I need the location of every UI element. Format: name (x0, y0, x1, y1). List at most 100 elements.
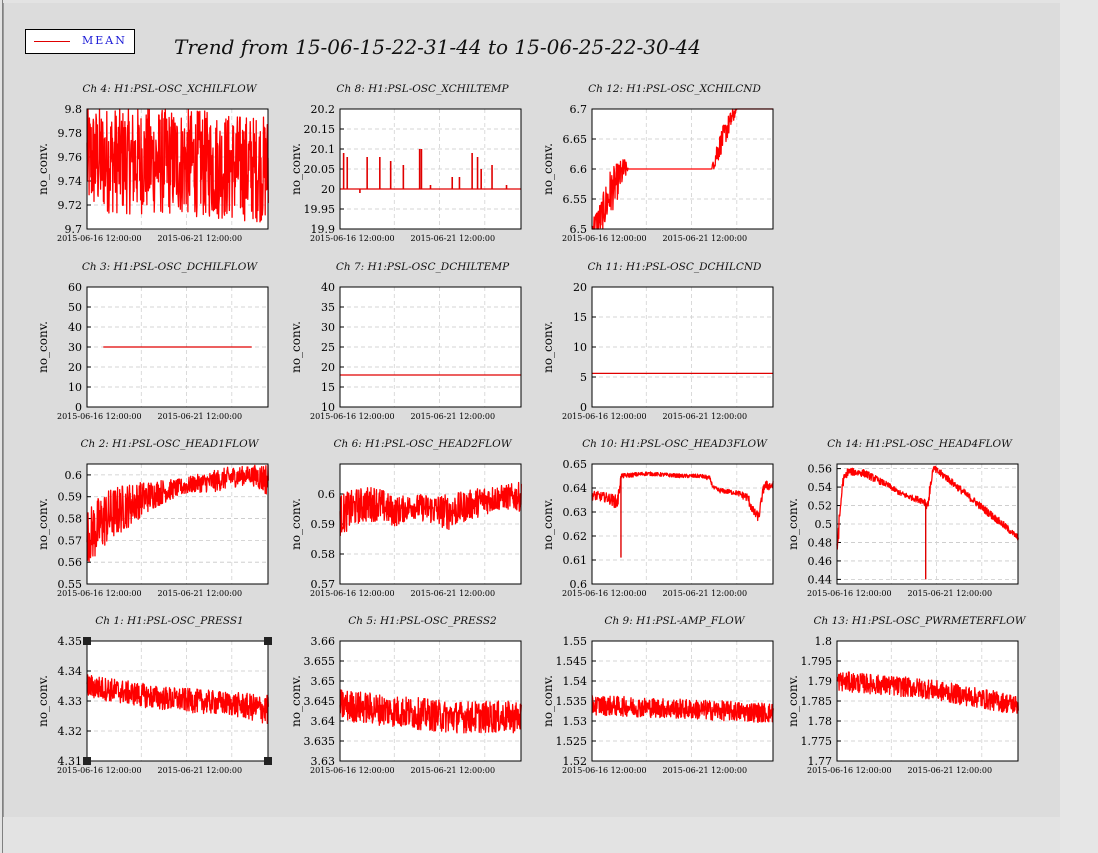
selection-handle[interactable] (83, 757, 91, 765)
x-tick-label: 2015-06-21 12:00:00 (158, 766, 243, 775)
series-line (339, 481, 522, 537)
x-tick-label: 2015-06-16 12:00:00 (807, 766, 892, 775)
y-tick-label: 1.77 (808, 755, 833, 768)
chart-panel-11: Ch 1: H1:PSL-OSC_PRESS1 4.31 4.32 4.33 4.34 4… (36, 615, 269, 775)
y-tick-label: 4.34 (58, 665, 83, 678)
y-tick-label: 20.2 (311, 103, 336, 116)
y-axis-label: no_conv. (289, 675, 303, 727)
scrollbar-track[interactable] (1060, 0, 1098, 853)
x-tick-label: 2015-06-16 12:00:00 (57, 234, 142, 243)
x-tick-label: 2015-06-21 12:00:00 (411, 234, 496, 243)
selection-handle[interactable] (83, 637, 91, 645)
x-tick-label: 2015-06-21 12:00:00 (411, 766, 496, 775)
y-tick-label: 10 (321, 401, 335, 414)
x-tick-label: 2015-06-16 12:00:00 (562, 589, 647, 598)
y-axis-label: no_conv. (289, 498, 303, 550)
chart-title: Ch 5: H1:PSL-OSC_PRESS2 (348, 615, 497, 627)
y-tick-label: 20 (573, 281, 587, 294)
y-tick-label: 20.1 (311, 143, 336, 156)
x-tick-label: 2015-06-16 12:00:00 (57, 766, 142, 775)
chart-panel-9: Ch 10: H1:PSL-OSC_HEAD3FLOW 0.6 0.61 0.62 0.… (541, 438, 774, 598)
y-tick-label: 1.54 (563, 675, 588, 688)
series-line (836, 671, 1019, 714)
y-tick-label: 1.525 (556, 735, 588, 748)
y-tick-label: 0.64 (563, 482, 588, 495)
y-axis-label: no_conv. (36, 675, 50, 727)
y-tick-label: 1.775 (801, 735, 833, 748)
y-tick-label: 1.785 (801, 695, 833, 708)
y-tick-label: 20 (321, 183, 335, 196)
plot-area (340, 287, 521, 407)
series-line (339, 689, 522, 734)
chart-panel-8: Ch 6: H1:PSL-OSC_HEAD2FLOW 0.57 0.58 0.59 0.… (289, 438, 522, 598)
x-tick-label: 2015-06-16 12:00:00 (562, 766, 647, 775)
plot-area (592, 464, 773, 584)
y-tick-label: 35 (321, 301, 335, 314)
y-tick-label: 6.55 (563, 193, 588, 206)
y-tick-label: 15 (573, 311, 587, 324)
y-tick-label: 9.72 (58, 199, 83, 212)
y-axis-label: no_conv. (36, 321, 50, 373)
y-tick-label: 20.15 (304, 123, 336, 136)
legend: MEAN (25, 29, 135, 54)
chart-panel-4: Ch 3: H1:PSL-OSC_DCHILFLOW 0 10 20 30 40 50 60 2… (36, 261, 269, 421)
plot-frame (339, 108, 522, 230)
y-tick-label: 0 (580, 401, 587, 414)
plot-frame (591, 108, 774, 230)
y-tick-label: 1.8 (815, 635, 833, 648)
y-tick-label: 0.48 (808, 536, 833, 549)
y-tick-label: 5 (580, 371, 587, 384)
y-tick-label: 3.63 (311, 755, 336, 768)
series-line (86, 464, 269, 563)
y-tick-label: 19.9 (311, 223, 336, 236)
y-tick-label: 9.8 (65, 103, 83, 116)
legend-label: MEAN (82, 34, 127, 47)
y-tick-label: 20.05 (304, 163, 336, 176)
plot-frame (86, 463, 269, 585)
y-tick-label: 9.76 (58, 151, 83, 164)
y-axis-label: no_conv. (541, 143, 555, 195)
chart-title: Ch 6: H1:PSL-OSC_HEAD2FLOW (333, 438, 512, 450)
y-tick-label: 1.53 (563, 715, 588, 728)
y-tick-label: 0.62 (563, 530, 588, 543)
y-tick-label: 9.7 (65, 223, 83, 236)
y-axis-label: no_conv. (541, 498, 555, 550)
plot-grid: Ch 4: H1:PSL-OSC_XCHILFLOW 9.7 9.72 9.74 9.7… (36, 83, 1027, 775)
x-tick-label: 2015-06-16 12:00:00 (57, 412, 142, 421)
x-tick-label: 2015-06-16 12:00:00 (310, 766, 395, 775)
window-border (2, 0, 3, 853)
selection-handle[interactable] (264, 757, 272, 765)
y-tick-label: 50 (68, 301, 82, 314)
y-tick-label: 0.59 (58, 491, 83, 504)
y-axis-label: no_conv. (786, 675, 800, 727)
chart-title: Ch 2: H1:PSL-OSC_HEAD1FLOW (80, 438, 259, 450)
y-axis-label: no_conv. (36, 143, 50, 195)
y-tick-label: 3.66 (311, 635, 336, 648)
y-tick-label: 0.65 (563, 458, 588, 471)
y-tick-label: 10 (68, 381, 82, 394)
chart-title: Ch 13: H1:PSL-OSC_PWRMETERFLOW (813, 615, 1026, 627)
chart-panel-5: Ch 7: H1:PSL-OSC_DCHILTEMP 10 15 20 25 30 35 40… (289, 261, 522, 421)
chart-panel-2: Ch 8: H1:PSL-OSC_XCHILTEMP 19.9 19.95 20 20.… (289, 83, 522, 243)
y-tick-label: 3.635 (304, 735, 336, 748)
y-axis-label: no_conv. (289, 321, 303, 373)
y-tick-label: 0.54 (808, 481, 833, 494)
plot-frame (591, 640, 774, 762)
x-tick-label: 2015-06-21 12:00:00 (158, 589, 243, 598)
series-line (836, 465, 1019, 550)
y-tick-label: 1.545 (556, 655, 588, 668)
y-axis-label: no_conv. (541, 675, 555, 727)
selection-handle[interactable] (264, 637, 272, 645)
x-tick-label: 2015-06-21 12:00:00 (908, 766, 993, 775)
x-tick-label: 2015-06-16 12:00:00 (310, 589, 395, 598)
y-tick-label: 0.46 (808, 555, 833, 568)
y-tick-label: 25 (321, 341, 335, 354)
chart-panel-7: Ch 2: H1:PSL-OSC_HEAD1FLOW 0.55 0.56 0.57 0.… (36, 438, 269, 598)
series-line (591, 694, 774, 723)
y-tick-label: 10 (573, 341, 587, 354)
plot-frame (86, 108, 269, 230)
y-tick-label: 3.645 (304, 695, 336, 708)
plot-frame (339, 286, 522, 408)
plot-frame (591, 463, 774, 585)
chart-title: Ch 10: H1:PSL-OSC_HEAD3FLOW (582, 438, 768, 450)
